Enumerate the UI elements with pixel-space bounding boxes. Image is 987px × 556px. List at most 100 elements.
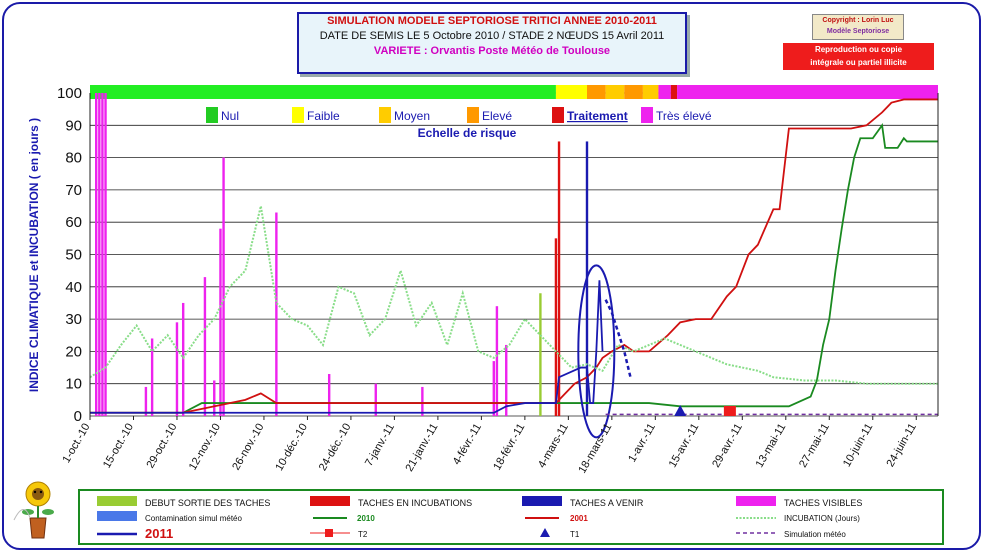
legend-contam: Contamination simul météo <box>145 514 242 523</box>
risk-scale-legend: Nul Faible Moyen Elevé Traitement Très élevé E… <box>206 107 712 140</box>
legend-swatch-contam <box>97 511 137 521</box>
x-tick-label: 1-oct.-10 <box>60 422 92 466</box>
x-tick-label: 18-mars-11 <box>576 422 614 476</box>
legend-simul: Simulation météo <box>784 530 846 539</box>
y-tick-label: 100 <box>57 85 82 102</box>
risk-segment <box>642 85 659 99</box>
red-spike <box>557 141 561 416</box>
legend-2010: 2010 <box>357 514 375 523</box>
series-line-2011 <box>90 280 604 414</box>
magenta-spike <box>144 386 148 416</box>
x-tick-label: 10-juin-11 <box>841 422 875 470</box>
notice-line2: intégrale ou partiel illicite <box>810 58 907 67</box>
y-tick-label: 80 <box>65 150 82 167</box>
reproduction-notice: Reproduction ou copie intégrale ou parti… <box>783 43 934 70</box>
magenta-spike <box>98 93 101 416</box>
risk-label: Elevé <box>482 109 512 123</box>
y-tick-label: 0 <box>74 408 82 425</box>
highlight-ellipse <box>577 264 616 439</box>
risk-label: Faible <box>307 109 340 123</box>
magenta-spike <box>327 374 331 416</box>
copyright-line1: Copyright : Lorin Luc <box>822 17 894 24</box>
y-axis-label: INDICE CLIMATIQUE et INCUBATION ( en jou… <box>27 118 41 392</box>
magenta-spike <box>492 361 496 416</box>
legend-t1-marker <box>540 528 550 537</box>
risk-segment <box>90 85 556 99</box>
x-tick-label: 21-janv.-11 <box>403 422 440 474</box>
y-tick-label: 50 <box>65 247 82 264</box>
axes: 0 10 20 30 40 50 60 70 80 90 100 1-oct.-10 15-oct.-1… <box>57 85 939 476</box>
risk-swatch <box>292 107 304 123</box>
magenta-spike <box>505 344 508 416</box>
magenta-spike <box>222 157 225 416</box>
simulation-dashed-line <box>604 299 632 378</box>
x-tick-label: 29-avr.-11 <box>710 422 745 470</box>
magenta-spike <box>150 338 154 416</box>
x-tick-label: 24-déc.-10 <box>317 422 354 474</box>
series-lines <box>89 98 938 414</box>
x-tick-label: 26-nov.-10 <box>230 422 266 473</box>
risk-segment <box>677 85 938 99</box>
x-tick-label: 15-oct.-10 <box>101 422 136 471</box>
x-tick-label: 10-déc.-10 <box>273 422 310 474</box>
risk-swatch <box>467 107 479 123</box>
series-line-2001 <box>90 98 938 414</box>
red-spike <box>554 238 558 416</box>
x-tick-label: 18-févr.-11 <box>491 422 527 473</box>
title-box: SIMULATION MODELE SEPTORIOSE TRITICI ANN… <box>297 12 687 74</box>
risk-segment <box>605 85 625 99</box>
risk-swatch <box>379 107 391 123</box>
chart-title: SIMULATION MODELE SEPTORIOSE TRITICI ANN… <box>327 15 657 27</box>
risk-label: Traitement <box>567 109 628 123</box>
legend-avenir: TACHES A VENIR <box>570 498 644 508</box>
risk-segment <box>658 85 671 99</box>
risk-label: Moyen <box>394 109 430 123</box>
magenta-spike <box>421 386 424 416</box>
legend-swatch-incub <box>310 496 350 506</box>
t2-marker <box>723 406 736 416</box>
magenta-spike <box>495 306 499 416</box>
variety-label: VARIETE : Orvantis Poste Météo de Toulou… <box>373 45 611 57</box>
x-tick-label: 24-juin-11 <box>884 422 918 470</box>
copyright-line2: Modèle Septoriose <box>826 28 890 35</box>
grid <box>90 92 938 417</box>
legend-incubjours: INCUBATION (Jours) <box>784 514 860 523</box>
risk-segment <box>624 85 643 99</box>
y-tick-label: 10 <box>65 376 82 393</box>
magenta-spike <box>101 93 104 416</box>
risk-segment <box>670 85 678 99</box>
chart-subtitle: DATE DE SEMIS LE 5 Octobre 2010 / STADE … <box>319 30 665 42</box>
y-tick-label: 70 <box>65 182 82 199</box>
x-tick-label: 4-mars-11 <box>536 422 571 471</box>
t1-marker <box>674 405 687 416</box>
series-line-2010 <box>90 122 938 414</box>
x-tick-label: 7-janv.-11 <box>363 422 397 469</box>
magenta-spike <box>203 277 207 416</box>
legend-swatch-avenir <box>522 496 562 506</box>
x-tick-label: 29-oct.-10 <box>144 422 179 471</box>
bottom-legend: DEBUT SORTIE DES TACHES TACHES EN INCUBAT… <box>78 489 944 545</box>
x-tick-label: 13-mai-11 <box>754 422 789 470</box>
risk-label: Très élevé <box>656 109 712 123</box>
copyright-badge: Copyright : Lorin Luc Modèle Septoriose <box>812 14 904 40</box>
series-line-incubation-jours- <box>89 205 938 385</box>
legend-box <box>78 489 944 545</box>
x-tick-label: 1-avr.-11 <box>626 422 658 465</box>
x-tick-label: 12-nov.-10 <box>187 422 223 473</box>
y-tick-label: 90 <box>65 117 82 134</box>
risk-label: Nul <box>221 109 239 123</box>
legend-t1: T1 <box>570 530 580 539</box>
magenta-spike <box>213 380 216 416</box>
magenta-spike <box>104 93 107 416</box>
risk-bar <box>90 85 938 99</box>
olive-spike <box>539 293 542 416</box>
magenta-spike <box>275 212 278 416</box>
extras <box>577 264 938 439</box>
legend-swatch-debut <box>97 496 137 506</box>
x-tick-label: 4-févr.-11 <box>451 422 484 468</box>
legend-incub: TACHES EN INCUBATIONS <box>358 498 472 508</box>
risk-swatch <box>641 107 653 123</box>
legend-t2-marker <box>325 529 333 537</box>
magenta-spike <box>175 322 179 416</box>
